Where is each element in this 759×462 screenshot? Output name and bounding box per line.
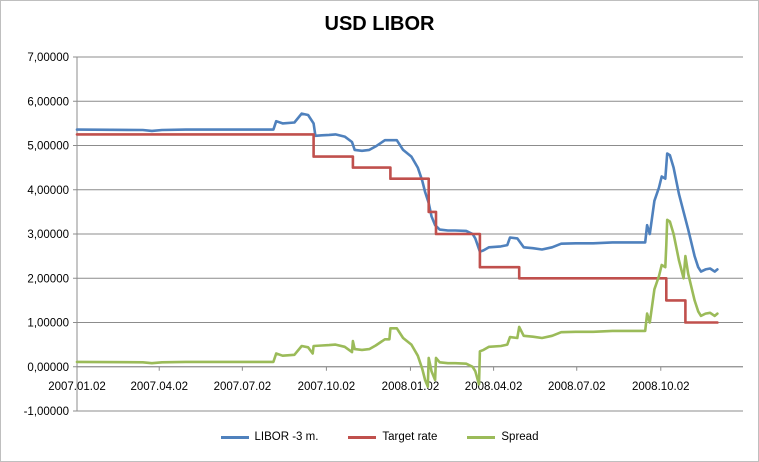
legend-item-target-rate: Target rate bbox=[348, 431, 437, 443]
y-tick-label: -1,00000 bbox=[24, 406, 69, 418]
gridlines bbox=[76, 56, 743, 412]
x-tick-label: 2008.04.02 bbox=[465, 381, 523, 393]
y-tick-label: 3,00000 bbox=[27, 229, 69, 241]
y-tick-label: 7,00000 bbox=[27, 52, 69, 64]
legend-label: Spread bbox=[501, 431, 539, 443]
legend-swatch bbox=[348, 435, 377, 439]
y-tick-label: 2,00000 bbox=[27, 273, 69, 285]
x-tick-label: 2007.10.02 bbox=[298, 381, 356, 393]
y-tick-label: 4,00000 bbox=[27, 185, 69, 197]
y-tick-label: 6,00000 bbox=[27, 96, 69, 108]
x-tick-label: 2007.04.02 bbox=[130, 381, 188, 393]
series-lines bbox=[75, 112, 719, 389]
legend-swatch bbox=[220, 435, 249, 439]
x-tick-label: 2008.01.02 bbox=[382, 381, 440, 393]
legend-label: LIBOR -3 m. bbox=[254, 431, 319, 443]
x-axis-ticks: 2007.01.02 2007.04.02 2007.07.02 2007.10.02… bbox=[48, 366, 743, 393]
legend: LIBOR -3 m. Target rate Spread bbox=[1, 431, 758, 443]
y-axis-ticks: -1,00000 0,00000 1,00000 2,00000 3,00000 4,00… bbox=[24, 52, 77, 418]
series-line-target-rate bbox=[75, 133, 719, 324]
x-tick-label: 2008.07.02 bbox=[548, 381, 606, 393]
legend-label: Target rate bbox=[382, 431, 438, 443]
legend-item-spread: Spread bbox=[467, 431, 538, 443]
x-tick-label: 2008.10.02 bbox=[632, 381, 690, 393]
series-line-libor-3-m bbox=[75, 112, 719, 273]
series-line-spread bbox=[75, 218, 719, 389]
y-tick-label: 1,00000 bbox=[27, 318, 69, 330]
legend-swatch bbox=[467, 435, 496, 439]
y-tick-label: 5,00000 bbox=[27, 141, 69, 153]
legend-item-libor-3-m: LIBOR -3 m. bbox=[220, 431, 319, 443]
chart-title: USD LIBOR bbox=[324, 13, 435, 35]
y-tick-label: 0,00000 bbox=[27, 362, 69, 374]
x-tick-label: 2007.07.02 bbox=[214, 381, 272, 393]
x-tick-label: 2007.01.02 bbox=[48, 381, 106, 393]
